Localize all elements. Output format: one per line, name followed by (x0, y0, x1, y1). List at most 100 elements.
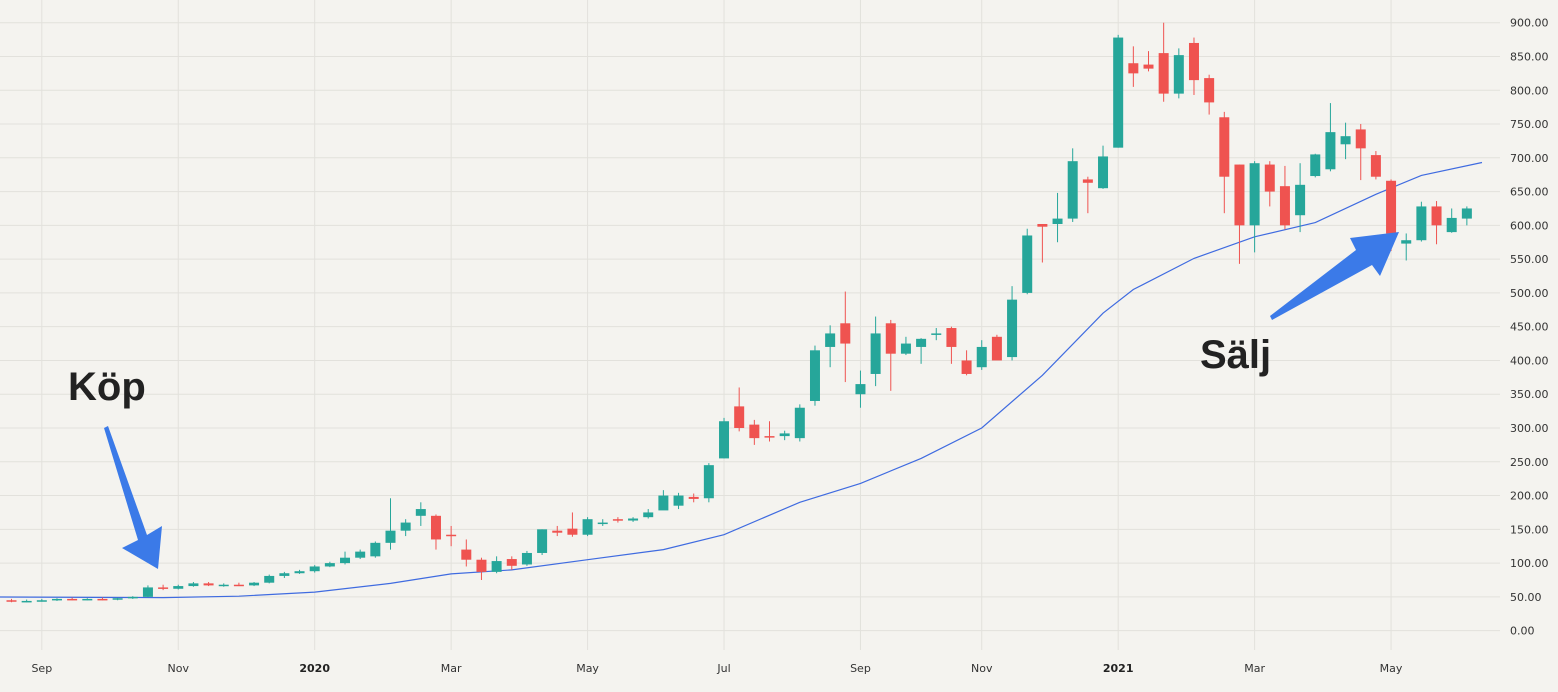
candle[interactable] (51, 598, 62, 601)
candle[interactable] (1173, 48, 1184, 99)
candle[interactable] (415, 502, 426, 526)
candle[interactable] (430, 514, 441, 550)
candle[interactable] (885, 319, 896, 391)
candle[interactable] (1310, 153, 1321, 178)
candle[interactable] (643, 509, 654, 519)
candle[interactable] (991, 334, 1002, 361)
candle[interactable] (1446, 208, 1457, 233)
candle[interactable] (1370, 151, 1381, 180)
candle[interactable] (597, 519, 608, 526)
candle[interactable] (476, 557, 487, 580)
candle[interactable] (264, 574, 275, 584)
candle[interactable] (21, 599, 32, 603)
candle[interactable] (946, 326, 957, 364)
candle[interactable] (1037, 223, 1048, 263)
candle[interactable] (446, 525, 457, 547)
candle[interactable] (521, 550, 532, 566)
candle[interactable] (36, 598, 47, 602)
candle[interactable] (1052, 192, 1063, 243)
candle[interactable] (1113, 34, 1124, 148)
candle[interactable] (324, 561, 335, 568)
candle[interactable] (188, 582, 199, 587)
candle[interactable] (628, 517, 639, 522)
candle[interactable] (203, 582, 214, 587)
candle[interactable] (142, 585, 153, 598)
candle[interactable] (1143, 51, 1154, 72)
candle[interactable] (658, 490, 669, 511)
candle[interactable] (97, 597, 108, 601)
candle[interactable] (6, 598, 17, 603)
candle[interactable] (127, 596, 138, 599)
candle[interactable] (506, 556, 517, 570)
candle[interactable] (612, 517, 623, 523)
candle[interactable] (1082, 176, 1093, 214)
candle[interactable] (173, 584, 184, 590)
candle[interactable] (582, 517, 593, 537)
candle[interactable] (1401, 233, 1412, 261)
candle[interactable] (703, 463, 714, 503)
candle[interactable] (719, 417, 730, 459)
candle[interactable] (870, 316, 881, 387)
candle[interactable] (688, 493, 699, 503)
candle[interactable] (855, 370, 866, 408)
candle[interactable] (1325, 103, 1336, 172)
candle[interactable] (1234, 164, 1245, 264)
candle[interactable] (355, 549, 366, 560)
candle[interactable] (112, 597, 123, 601)
candle[interactable] (294, 569, 305, 574)
candle[interactable] (734, 387, 745, 432)
candle[interactable] (218, 583, 229, 587)
candle[interactable] (552, 525, 563, 537)
y-tick-label: 250.00 (1510, 456, 1549, 469)
x-tick-label: Sep (31, 662, 52, 675)
candle[interactable] (809, 345, 820, 406)
candle[interactable] (1128, 46, 1139, 87)
candle[interactable] (1340, 122, 1351, 160)
candle[interactable] (370, 541, 381, 558)
candle[interactable] (67, 597, 78, 601)
candle[interactable] (779, 430, 790, 441)
candle[interactable] (82, 598, 93, 601)
candle[interactable] (340, 551, 351, 565)
candle[interactable] (764, 421, 775, 442)
candle[interactable] (1188, 37, 1199, 95)
candle[interactable] (749, 419, 760, 445)
candle[interactable] (961, 350, 972, 376)
candle[interactable] (279, 571, 290, 578)
candle[interactable] (825, 325, 836, 368)
candle[interactable] (1249, 161, 1260, 253)
candle[interactable] (1219, 111, 1230, 214)
candle[interactable] (567, 512, 578, 537)
candle[interactable] (1279, 165, 1290, 230)
candle[interactable] (158, 584, 169, 591)
candle[interactable] (233, 582, 244, 587)
candle[interactable] (1431, 201, 1442, 245)
candle[interactable] (1355, 124, 1366, 181)
candle[interactable] (976, 340, 987, 370)
candle[interactable] (1204, 74, 1215, 115)
candle[interactable] (1022, 228, 1033, 295)
candle[interactable] (491, 556, 502, 574)
candle[interactable] (461, 539, 472, 567)
candle[interactable] (1295, 163, 1306, 233)
candle[interactable] (537, 529, 548, 555)
time-axis[interactable]: Sep Nov 2020 Mar May Jul Sep Nov 2021 Mar May (31, 662, 1402, 675)
candle[interactable] (309, 565, 320, 573)
candle[interactable] (673, 492, 684, 510)
price-axis[interactable]: 900.00 850.00 800.00 750.00 700.00 650.00 600.… (1510, 17, 1549, 638)
candle[interactable] (385, 498, 396, 550)
candle[interactable] (400, 519, 411, 537)
candle[interactable] (916, 338, 927, 364)
candle[interactable] (794, 404, 805, 442)
candle[interactable] (840, 291, 851, 383)
candle[interactable] (1416, 201, 1427, 242)
candle[interactable] (931, 328, 942, 341)
candle[interactable] (1264, 161, 1275, 207)
candle[interactable] (1007, 286, 1018, 361)
candle[interactable] (1158, 22, 1169, 102)
candle[interactable] (1067, 148, 1078, 222)
candle[interactable] (1461, 206, 1472, 226)
candle[interactable] (249, 582, 260, 587)
candle[interactable] (900, 336, 911, 356)
candle[interactable] (1098, 145, 1109, 189)
